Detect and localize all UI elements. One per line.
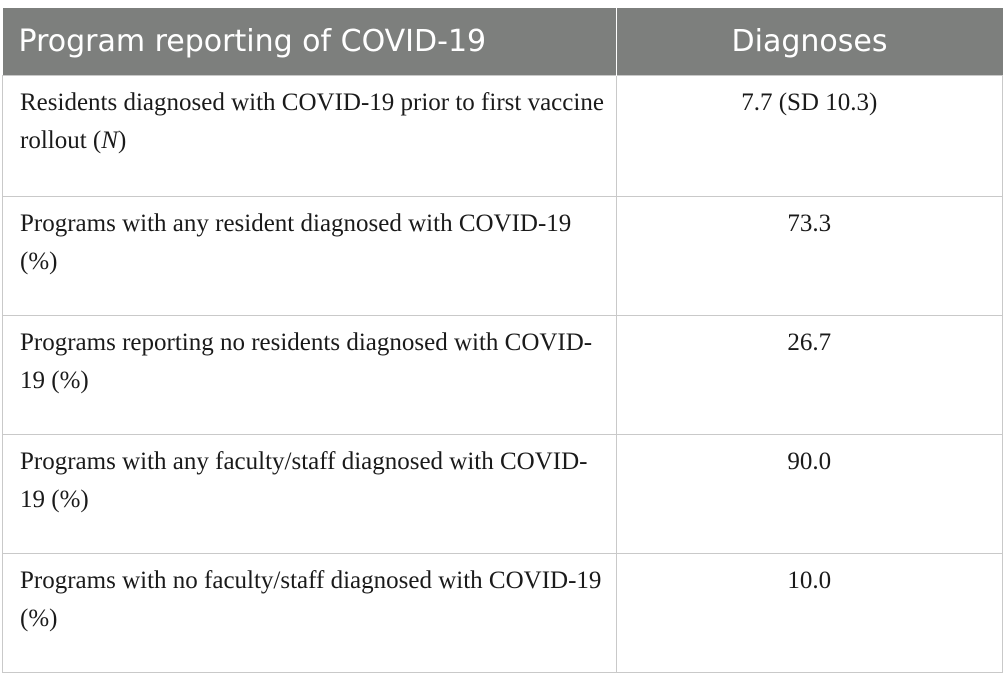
row-label: Residents diagnosed with COVID-19 prior … xyxy=(2,75,617,197)
table-row: Programs with any resident diagnosed wit… xyxy=(2,196,1003,316)
row-label: Programs with any resident diagnosed wit… xyxy=(2,196,617,316)
row-label-suffix: ) xyxy=(117,127,127,154)
table-row: Residents diagnosed with COVID-19 prior … xyxy=(2,75,1003,197)
table-row: Programs with no faculty/staff diagnosed… xyxy=(2,553,1003,673)
row-value: 73.3 xyxy=(615,196,1003,316)
row-label: Programs reporting no residents diagnose… xyxy=(2,315,617,435)
row-label: Programs with no faculty/staff diagnosed… xyxy=(2,553,617,673)
column-header-program-reporting: Program reporting of COVID-19 xyxy=(2,8,617,76)
column-header-diagnoses: Diagnoses xyxy=(616,8,1003,76)
row-value: 7.7 (SD 10.3) xyxy=(615,75,1003,197)
table-row: Programs with any faculty/staff diagnose… xyxy=(2,434,1003,554)
row-value: 90.0 xyxy=(615,434,1003,554)
row-label-text: Residents diagnosed with COVID-19 prior … xyxy=(20,89,604,154)
table-header-row: Program reporting of COVID-19 Diagnoses xyxy=(2,8,1003,76)
covid-diagnoses-table: Program reporting of COVID-19 Diagnoses … xyxy=(2,8,1003,673)
row-value: 10.0 xyxy=(615,553,1003,673)
row-label: Programs with any faculty/staff diagnose… xyxy=(2,434,617,554)
table-row: Programs reporting no residents diagnose… xyxy=(2,315,1003,435)
row-value: 26.7 xyxy=(615,315,1003,435)
row-label-italic-n: N xyxy=(101,127,118,154)
